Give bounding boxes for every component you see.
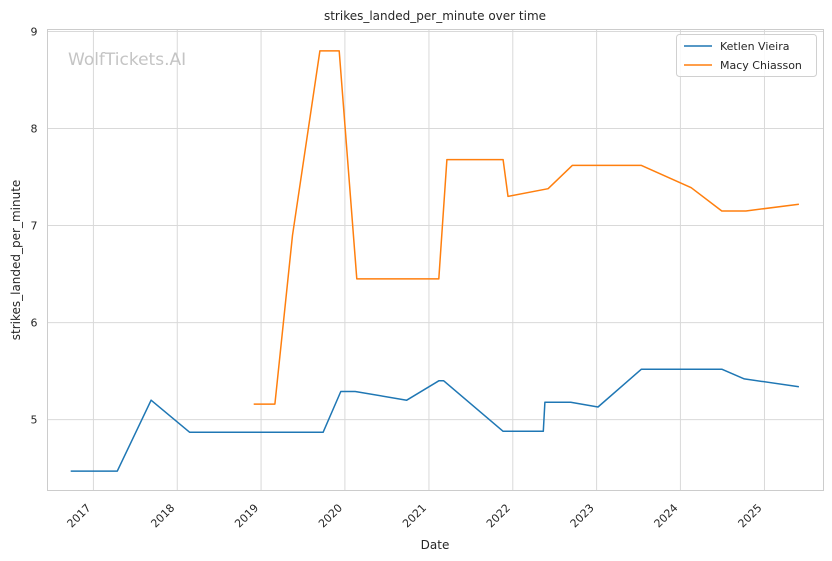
x-tick-label: 2024 — [652, 501, 681, 530]
x-tick-label: 2020 — [316, 501, 345, 530]
legend-box — [676, 34, 817, 77]
legend-label: Macy Chiasson — [720, 59, 802, 72]
series-group — [70, 50, 800, 472]
y-tick-label: 9 — [31, 25, 38, 38]
x-tick-label: 2019 — [232, 501, 261, 530]
x-axis-ticks: 2017 2018 2019 2020 2021 2022 2023 2024 2025 — [65, 501, 765, 530]
grid-lines — [47, 29, 824, 491]
chart-title: strikes_landed_per_minute over time — [324, 9, 546, 23]
x-tick-label: 2021 — [400, 501, 429, 530]
y-tick-label: 6 — [31, 317, 38, 330]
x-tick-label: 2022 — [484, 501, 513, 530]
y-axis-ticks: 5 6 7 8 9 — [31, 25, 38, 426]
x-tick-label: 2025 — [736, 501, 765, 530]
series-line-2 — [253, 50, 799, 405]
watermark: WolfTickets.AI — [68, 50, 186, 70]
y-tick-label: 7 — [31, 220, 38, 233]
y-tick-label: 5 — [31, 414, 38, 427]
x-tick-label: 2023 — [568, 501, 597, 530]
y-tick-label: 8 — [31, 122, 38, 135]
plot-frame — [47, 29, 824, 491]
x-tick-label: 2018 — [148, 501, 177, 530]
x-tick-label: 2017 — [65, 501, 94, 530]
series-line-1 — [70, 368, 800, 472]
legend: Ketlen Vieira Macy Chiasson — [676, 34, 817, 77]
x-axis-label: Date — [421, 538, 450, 552]
legend-label: Ketlen Vieira — [720, 40, 789, 53]
y-axis-label: strikes_landed_per_minute — [9, 180, 23, 341]
